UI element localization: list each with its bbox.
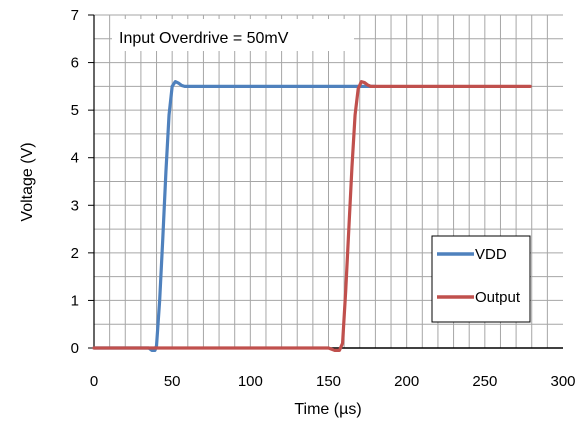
y-axis-title: Voltage (V) — [19, 142, 36, 221]
y-tick-label: 5 — [71, 102, 79, 119]
x-tick-label: 150 — [316, 373, 341, 390]
y-tick-label: 2 — [71, 245, 79, 262]
x-axis-title: Time (µs) — [294, 401, 361, 418]
x-tick-label: 50 — [164, 373, 181, 390]
series-line-vdd — [92, 80, 377, 352]
x-tick-label: 300 — [550, 373, 575, 390]
legend: VDD Output — [431, 235, 531, 323]
legend-box — [431, 235, 531, 323]
annotation-box — [112, 19, 354, 51]
legend-label-vdd: VDD — [475, 246, 507, 263]
tick-labels: 0 50 100 150 200 250 300 0 1 2 3 4 5 6 7 — [71, 7, 576, 390]
x-tick-label: 0 — [90, 373, 98, 390]
series-lines — [92, 80, 532, 352]
y-tick-label: 6 — [71, 55, 79, 72]
y-tick-label: 1 — [71, 292, 79, 309]
annotation-text: Input Overdrive = 50mV — [119, 30, 289, 47]
x-tick-label: 100 — [238, 373, 263, 390]
legend-label-output: Output — [475, 289, 521, 306]
y-tick-label: 7 — [71, 7, 79, 24]
y-tick-label: 3 — [71, 197, 79, 214]
x-tick-label: 250 — [472, 373, 497, 390]
y-tick-label: 4 — [71, 150, 79, 167]
y-tick-label: 0 — [71, 340, 79, 357]
x-tick-label: 200 — [394, 373, 419, 390]
series-line-output — [92, 80, 532, 352]
